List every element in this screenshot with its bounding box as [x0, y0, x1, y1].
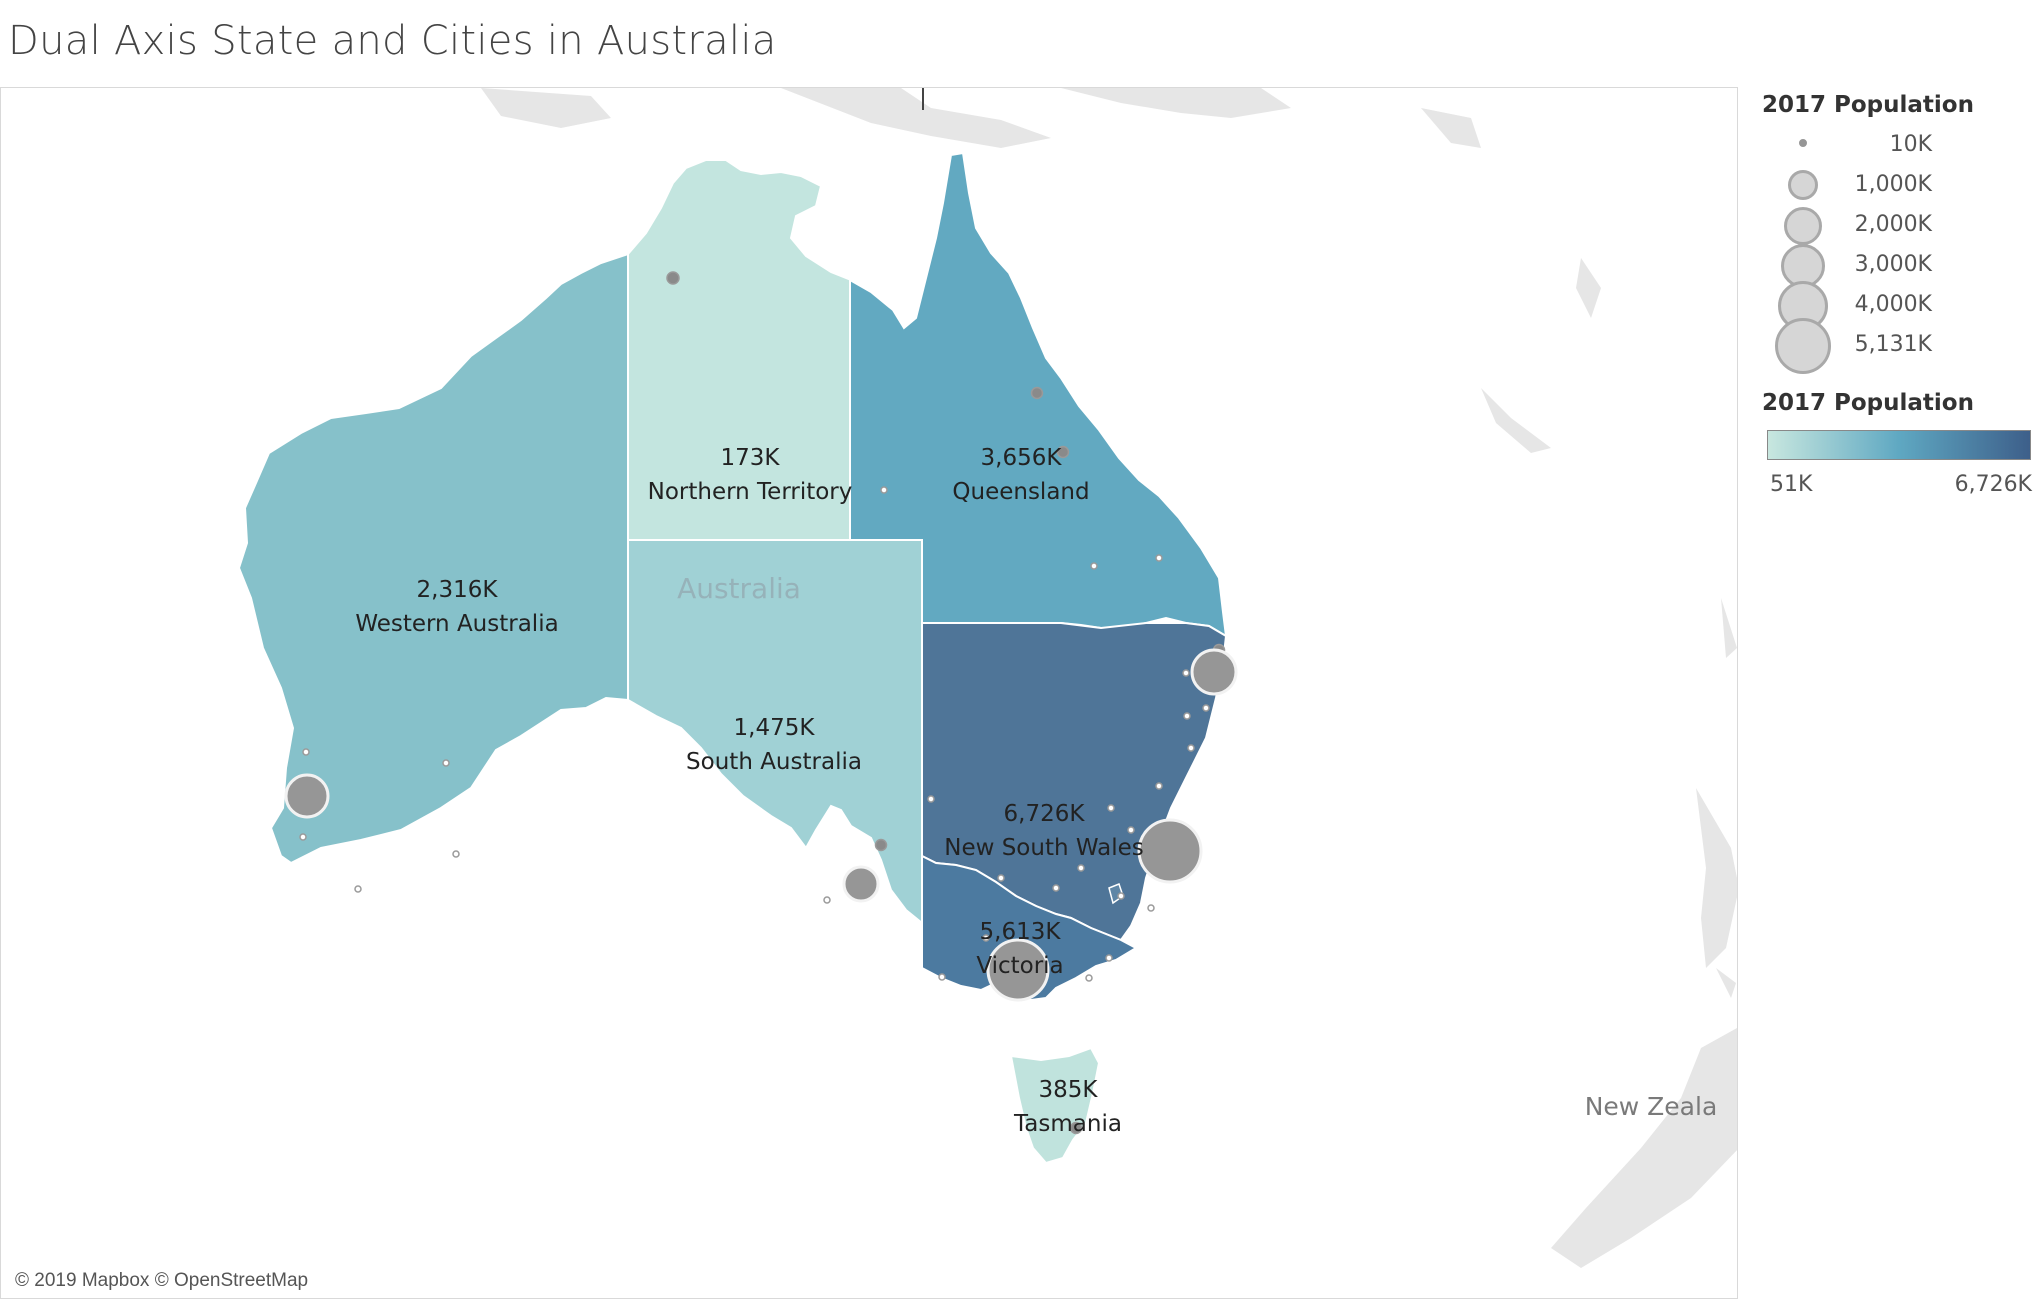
state-value-victoria: 5,613K: [980, 919, 1062, 945]
basemap-new-zealand-label: New Zeala: [1585, 1092, 1718, 1121]
size-legend-bubble: [1788, 170, 1818, 200]
size-legend-bubble: [1784, 207, 1822, 245]
state-labels: 2,316K Western Australia 173K Northern T…: [355, 445, 1143, 1137]
size-legend-title: 2017 Population: [1762, 92, 1974, 118]
size-legend-label: 2,000K: [1854, 212, 1932, 237]
state-value-south-australia: 1,475K: [734, 715, 816, 741]
state-shape-northern-territory[interactable]: [627, 159, 853, 541]
state-value-new-south-wales: 6,726K: [1004, 801, 1086, 827]
state-value-western-australia: 2,316K: [417, 577, 499, 603]
city-bubble-perth: [284, 773, 330, 819]
basemap-country-label: Australia: [677, 572, 801, 605]
state-name-tasmania: Tasmania: [1013, 1111, 1122, 1137]
city-bubble-adelaide: [842, 865, 880, 903]
state-value-northern-territory: 173K: [721, 445, 781, 471]
state-name-western-australia: Western Australia: [355, 611, 558, 637]
size-legend-entry: 1,000K: [1762, 166, 1932, 206]
color-legend-title: 2017 Population: [1762, 390, 1974, 416]
size-legend-entry: 5,131K: [1762, 318, 1932, 374]
size-legend-label: 4,000K: [1854, 292, 1932, 317]
size-legend-label: 1,000K: [1854, 172, 1932, 197]
color-legend[interactable]: 2017 Population 51K 6,726K: [1762, 390, 2032, 497]
map-view[interactable]: Australia New Zeala: [0, 87, 1738, 1299]
size-legend-bubble: [1775, 318, 1831, 374]
state-shape-victoria[interactable]: [921, 854, 1139, 1002]
city-bubbles: [284, 648, 1238, 1002]
size-legend-entry: 4,000K: [1762, 281, 1932, 331]
color-ramp-max-label: 6,726K: [1954, 472, 2032, 497]
size-legend-entry: 10K: [1762, 126, 1932, 166]
size-legend[interactable]: 2017 Population 10K 1,000K 2,000K 3,000K…: [1762, 92, 2032, 374]
state-name-south-australia: South Australia: [686, 749, 862, 775]
size-legend-entry: 2,000K: [1762, 206, 1932, 246]
city-bubble-brisbane: [1190, 648, 1238, 696]
state-name-northern-territory: Northern Territory: [648, 479, 853, 505]
size-legend-entry: 3,000K: [1762, 244, 1932, 288]
map-attribution: © 2019 Mapbox © OpenStreetMap: [15, 1270, 309, 1291]
size-legend-label: 5,131K: [1854, 332, 1932, 357]
state-name-new-south-wales: New South Wales: [944, 835, 1144, 861]
dashboard-title: Dual Axis State and Cities in Australia: [8, 18, 777, 64]
state-shape-tasmania[interactable]: [1009, 1046, 1101, 1165]
city-bubble-melbourne: [986, 938, 1050, 1002]
map-canvas[interactable]: Australia New Zeala: [1, 88, 1738, 1299]
state-shape-western-australia[interactable]: [237, 252, 629, 865]
city-dots-small: [299, 271, 1226, 1135]
city-bubble-sydney: [1137, 818, 1203, 884]
state-value-tasmania: 385K: [1039, 1077, 1099, 1103]
state-value-queensland: 3,656K: [981, 445, 1063, 471]
size-legend-bubble: [1799, 139, 1807, 147]
state-regions: [237, 151, 1228, 1165]
size-legend-label: 3,000K: [1854, 252, 1932, 277]
state-name-victoria: Victoria: [976, 953, 1063, 979]
size-legend-label: 10K: [1889, 132, 1932, 157]
color-ramp-min-label: 51K: [1770, 472, 1813, 497]
state-shape-south-australia[interactable]: [627, 539, 923, 926]
state-name-queensland: Queensland: [952, 479, 1089, 505]
color-ramp: [1767, 430, 2031, 460]
basemap-land: [481, 88, 1737, 1268]
